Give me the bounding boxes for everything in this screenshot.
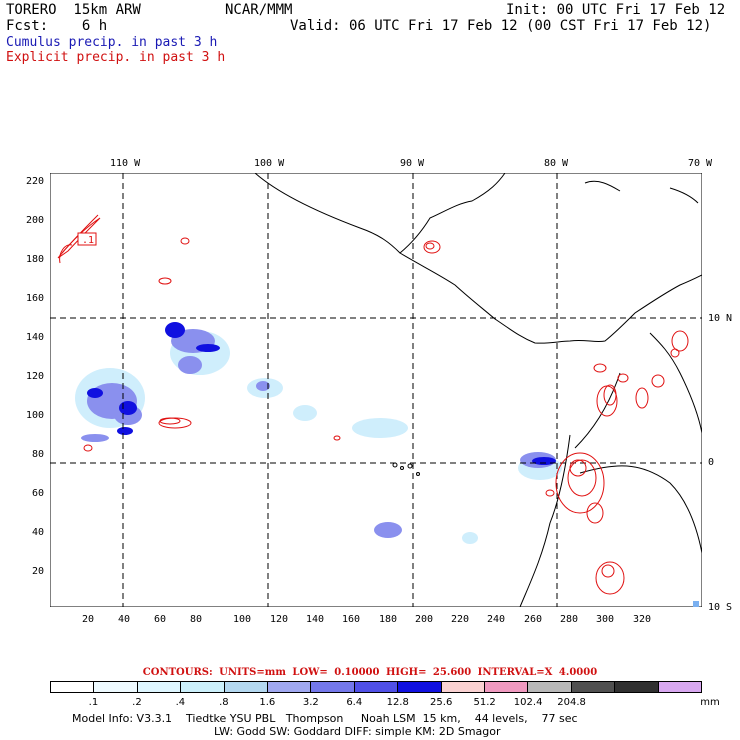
y-tick: 160 bbox=[25, 293, 44, 304]
x-tick: 280 bbox=[560, 614, 579, 625]
legend-swatch bbox=[137, 682, 182, 692]
legend-label: .1 bbox=[88, 697, 99, 708]
legend-swatch bbox=[441, 682, 486, 692]
color-legend bbox=[50, 681, 702, 693]
legend-label: 6.4 bbox=[346, 697, 363, 708]
legend-swatch bbox=[94, 682, 138, 692]
precip-map: .1 bbox=[50, 173, 702, 607]
legend-unit: mm bbox=[700, 697, 720, 708]
legend-label: .2 bbox=[132, 697, 142, 708]
model-title: TORERO 15km ARW bbox=[6, 2, 141, 18]
x-tick: 320 bbox=[633, 614, 652, 625]
x-tick: 240 bbox=[487, 614, 506, 625]
x-tick: 220 bbox=[451, 614, 470, 625]
legend-label: 3.2 bbox=[302, 697, 319, 708]
heavy-cumulus-cores bbox=[87, 322, 556, 465]
x-tick: 20 bbox=[82, 614, 95, 625]
legend-swatch bbox=[311, 682, 355, 692]
forecast-hour: Fcst: 6 h bbox=[6, 18, 108, 34]
legend-label: 25.6 bbox=[430, 697, 453, 708]
lon-label-80w: 80 W bbox=[544, 158, 569, 169]
y-tick: 140 bbox=[25, 332, 44, 343]
physics-info: LW: Godd SW: Goddard DIFF: simple KM: 2D… bbox=[214, 725, 501, 738]
legend-label: .4 bbox=[175, 697, 186, 708]
lon-label-70w: 70 W bbox=[688, 158, 713, 169]
legend-swatch bbox=[181, 682, 225, 692]
legend-label: 12.8 bbox=[386, 697, 409, 708]
y-tick: 180 bbox=[25, 254, 44, 265]
legend-swatch bbox=[485, 682, 529, 692]
y-tick: 200 bbox=[25, 215, 44, 226]
x-tick: 180 bbox=[379, 614, 398, 625]
lat-lon-grid bbox=[50, 173, 702, 607]
model-info: Model Info: V3.3.1 Tiedtke YSU PBL Thomp… bbox=[72, 712, 578, 725]
x-tick: 40 bbox=[118, 614, 131, 625]
lon-label-110w: 110 W bbox=[110, 158, 141, 169]
legend-label: 102.4 bbox=[513, 697, 543, 708]
legend-swatch bbox=[658, 682, 702, 692]
y-tick: 80 bbox=[31, 449, 44, 460]
explicit-precip-contours bbox=[57, 214, 689, 595]
lat-label-0: 0 bbox=[708, 457, 715, 468]
contours-info: CONTOURS: UNITS=mm LOW= 0.10000 HIGH= 25… bbox=[142, 667, 598, 678]
y-tick: 60 bbox=[31, 488, 44, 499]
galapagos-islands bbox=[392, 462, 420, 476]
contour-label-box bbox=[77, 232, 97, 246]
legend-swatch bbox=[571, 682, 616, 692]
legend-swatch bbox=[268, 682, 312, 692]
legend-swatch bbox=[398, 682, 442, 692]
y-tick: 100 bbox=[25, 410, 44, 421]
legend-label: 1.6 bbox=[259, 697, 276, 708]
x-tick: 200 bbox=[415, 614, 434, 625]
x-tick: 300 bbox=[596, 614, 615, 625]
y-tick: 20 bbox=[31, 566, 44, 577]
y-tick: 120 bbox=[25, 371, 44, 382]
x-tick: 120 bbox=[270, 614, 289, 625]
org-label: NCAR/MMM bbox=[225, 2, 293, 18]
legend-swatch bbox=[224, 682, 269, 692]
map-frame bbox=[50, 173, 702, 607]
x-tick: 140 bbox=[306, 614, 325, 625]
legend-swatch bbox=[51, 682, 95, 692]
x-tick: 160 bbox=[342, 614, 361, 625]
x-tick: 260 bbox=[524, 614, 543, 625]
x-tick: 80 bbox=[190, 614, 203, 625]
lon-label-100w: 100 W bbox=[254, 158, 285, 169]
y-tick: 220 bbox=[25, 176, 44, 187]
legend-label: .8 bbox=[219, 697, 229, 708]
valid-time: Valid: 06 UTC Fri 17 Feb 12 (00 CST Fri … bbox=[290, 18, 712, 34]
cumulus-label: Cumulus precip. in past 3 h bbox=[6, 35, 218, 50]
lat-label-10s: 10 S bbox=[708, 602, 733, 613]
edge-cumulus bbox=[693, 601, 699, 607]
x-tick: 60 bbox=[154, 614, 167, 625]
y-tick: 40 bbox=[31, 527, 44, 538]
contour-label: .1 bbox=[82, 235, 94, 246]
legend-swatch bbox=[528, 682, 572, 692]
coastline bbox=[254, 173, 702, 607]
legend-swatch bbox=[615, 682, 659, 692]
lon-label-90w: 90 W bbox=[400, 158, 425, 169]
legend-label: 204.8 bbox=[557, 697, 586, 708]
x-tick: 100 bbox=[233, 614, 252, 625]
explicit-label: Explicit precip. in past 3 h bbox=[6, 50, 226, 65]
init-time: Init: 00 UTC Fri 17 Feb 12 bbox=[506, 2, 726, 18]
legend-label: 51.2 bbox=[473, 697, 496, 708]
lat-label-10n: 10 N bbox=[708, 313, 733, 324]
legend-swatch bbox=[354, 682, 399, 692]
